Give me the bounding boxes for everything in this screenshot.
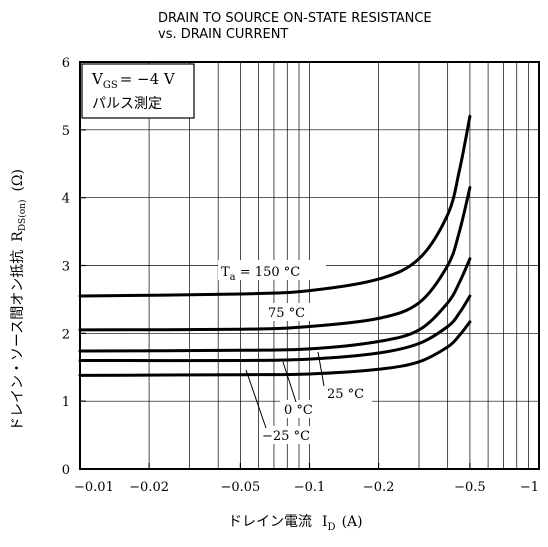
- x-tick-label: −1: [520, 480, 539, 495]
- x-axis-label: ドレイン電流 ID (A): [228, 514, 363, 533]
- y-tick-label: 3: [62, 260, 70, 275]
- y-tick-label: 6: [62, 56, 70, 71]
- label-bg-0: [280, 400, 326, 418]
- curve-labels: Ta = 150 °C 75 °C 25 °C 0 °C −25 °C: [218, 260, 372, 444]
- leader-0c: [282, 361, 297, 403]
- series-line-1: [78, 186, 472, 332]
- label-bg-m25: [260, 426, 320, 444]
- series-line-4: [78, 320, 472, 377]
- x-tick-label: −0.02: [129, 480, 169, 495]
- x-tick-label: −0.05: [220, 480, 260, 495]
- chart-subtitle: vs. DRAIN CURRENT: [158, 27, 288, 42]
- x-tick-label: −0.01: [74, 480, 114, 495]
- y-tick-label: 4: [62, 192, 70, 207]
- x-tick-label: −0.1: [294, 480, 326, 495]
- label-25c: 25 °C: [327, 387, 364, 402]
- chart-title: DRAIN TO SOURCE ON-STATE RESISTANCE: [158, 11, 432, 26]
- leader-minus25c: [245, 369, 267, 429]
- condition-vgs: VGS = −4 V: [91, 70, 176, 91]
- y-tick-label: 2: [62, 327, 70, 342]
- condition-pulse: パルス測定: [92, 96, 162, 112]
- label-bg-75: [264, 303, 312, 321]
- leader-25c: [317, 351, 325, 387]
- y-tick-label: 0: [62, 463, 70, 478]
- y-tick-label: 5: [62, 124, 70, 139]
- label-minus25c: −25 °C: [262, 429, 310, 444]
- condition-box: VGS = −4 V パルス測定: [81, 63, 195, 119]
- tick-marks: [79, 61, 540, 470]
- y-tick-label: 1: [62, 395, 70, 410]
- label-bg-25: [324, 384, 372, 402]
- label-bg-150: [218, 260, 326, 280]
- series-line-3: [78, 294, 472, 363]
- series-line-2: [78, 257, 472, 353]
- y-axis-label: ドレイン・ソース間オン抵抗RDS(on)(Ω): [10, 169, 28, 431]
- label-0c: 0 °C: [284, 403, 313, 418]
- curves: [78, 114, 472, 377]
- series-line-0: [78, 114, 472, 298]
- condition-box-frame: [81, 63, 195, 119]
- x-tick-label: −0.2: [363, 480, 395, 495]
- x-tick-label: −0.5: [454, 480, 486, 495]
- label-75c: 75 °C: [268, 306, 305, 321]
- x-tick-labels: −0.01 −0.02 −0.05 −0.1 −0.2 −0.5 −1: [74, 480, 539, 495]
- y-tick-labels: 0 1 2 3 4 5 6: [62, 56, 70, 478]
- label-150c: Ta = 150 °C: [221, 265, 300, 283]
